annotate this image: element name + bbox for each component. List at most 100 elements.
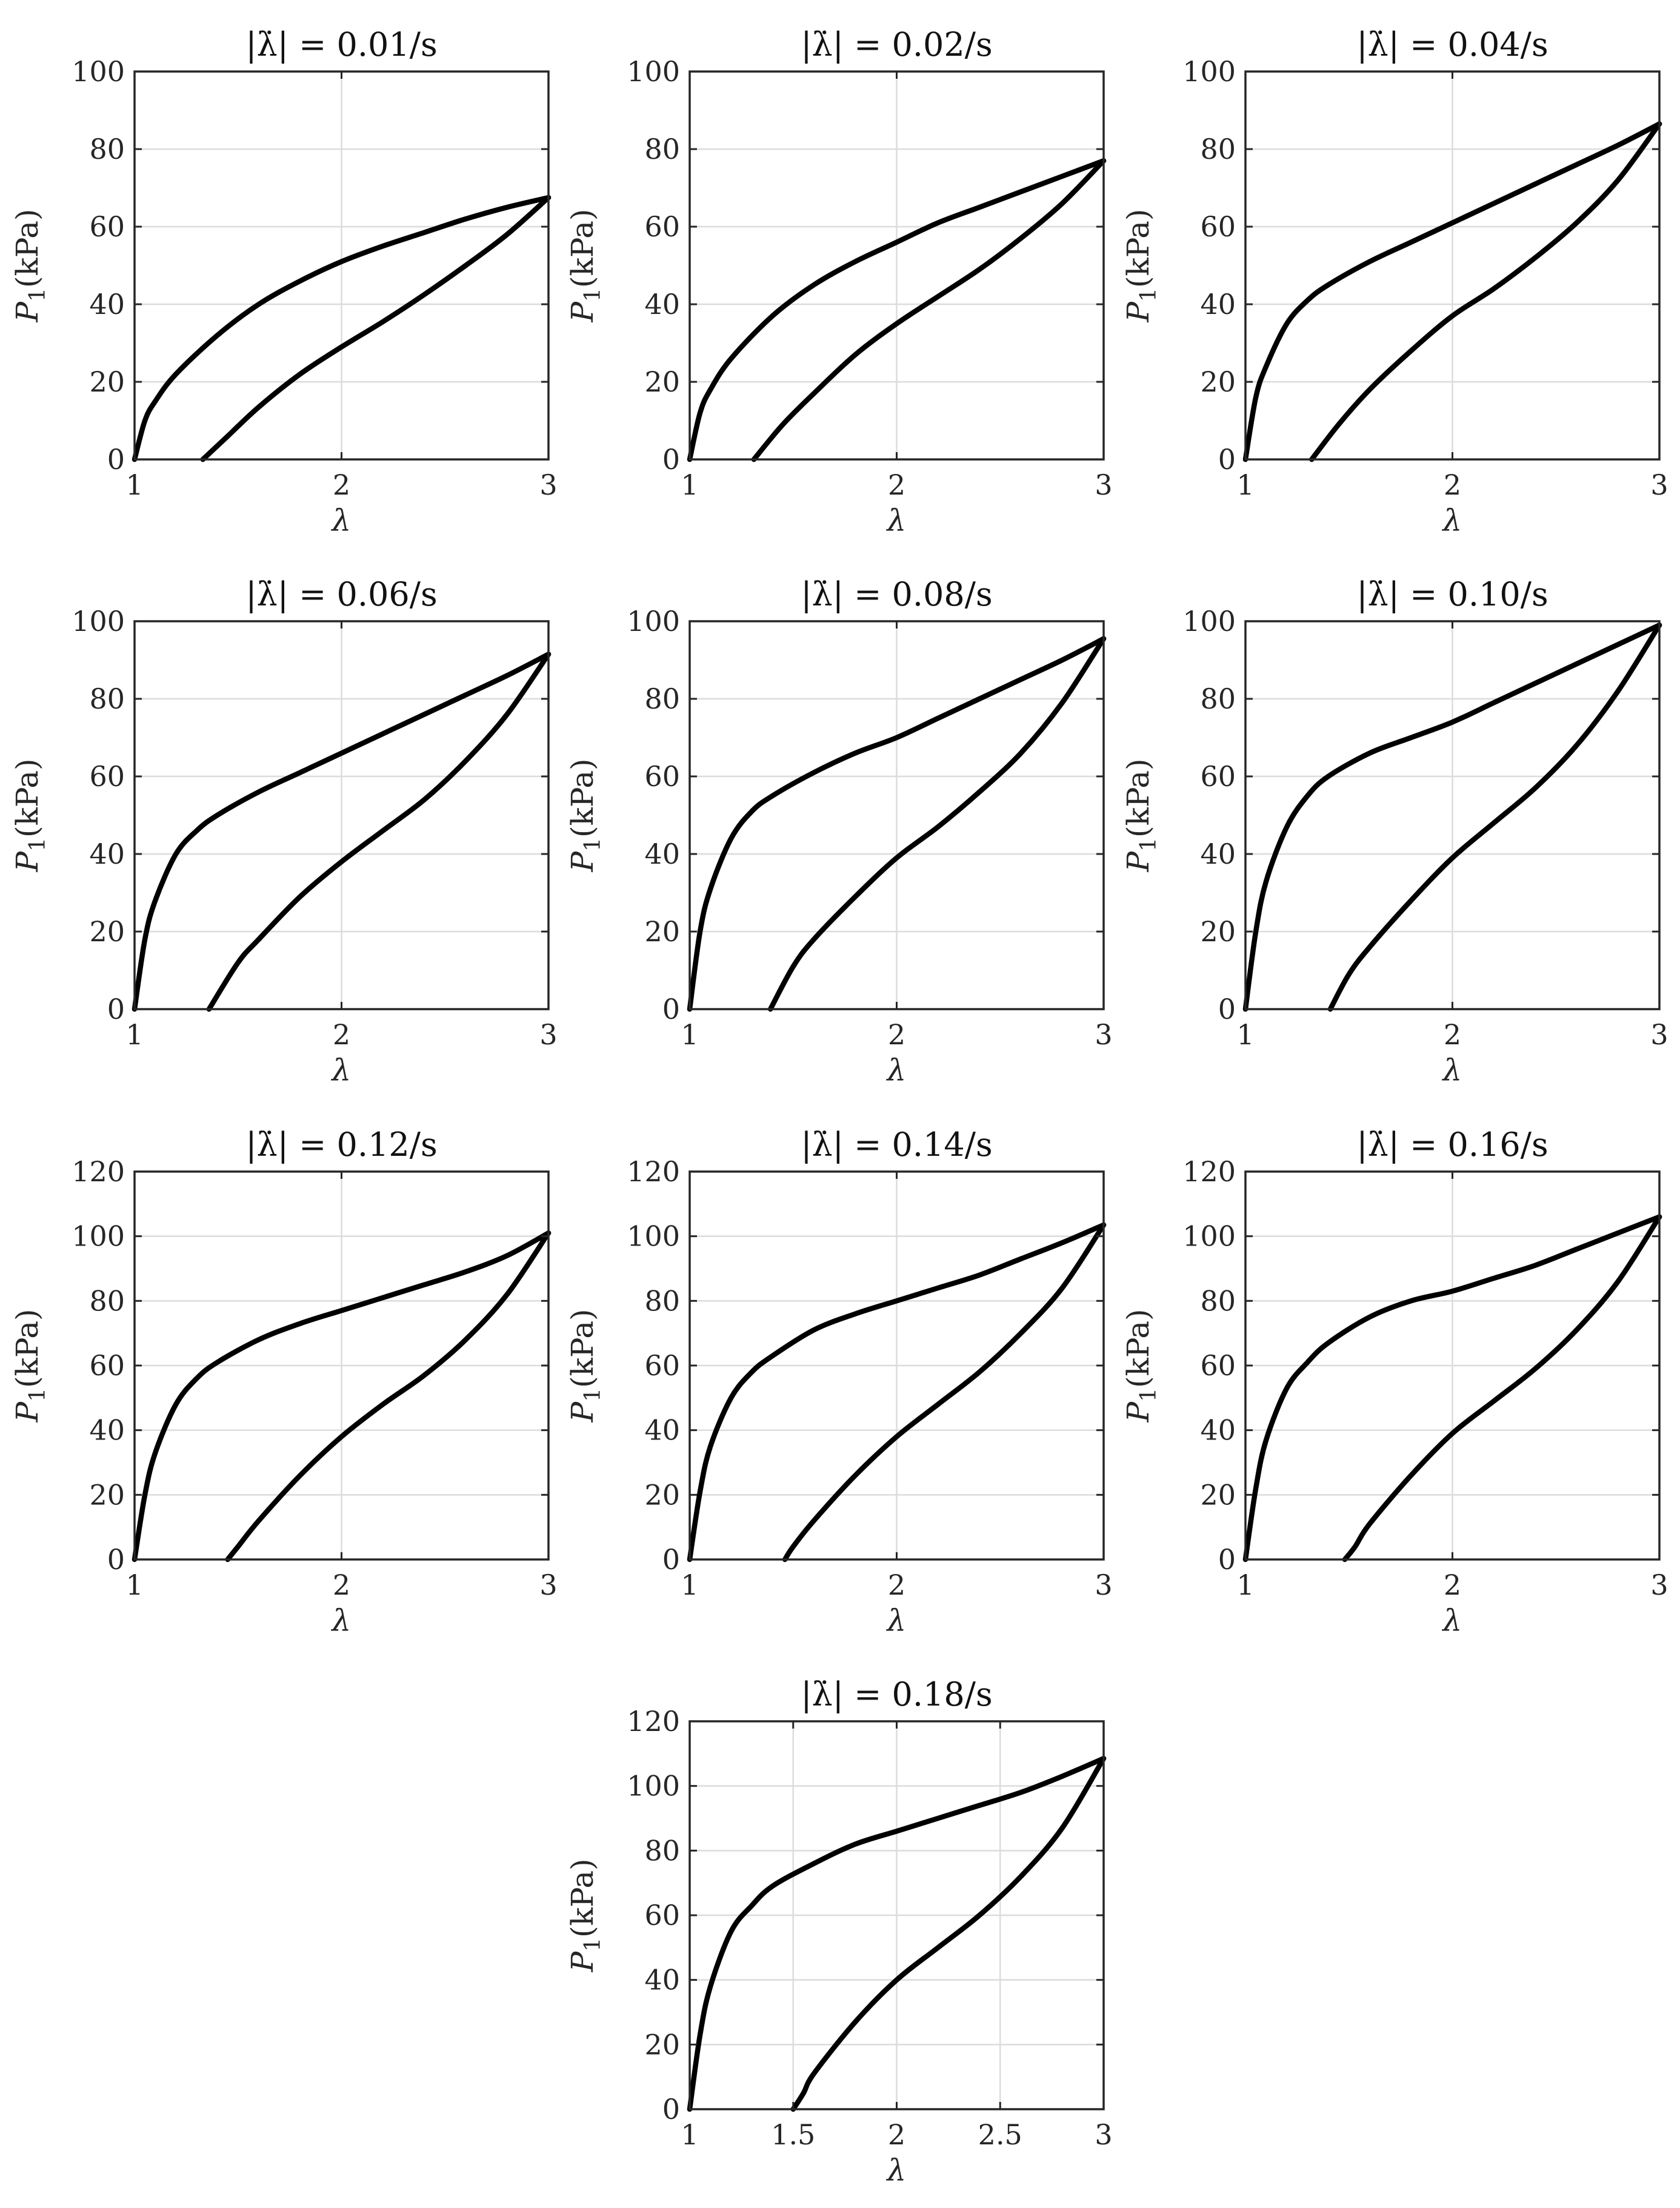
x-axis-label: λ xyxy=(1442,503,1462,538)
y-axis-label: P1(kPa) xyxy=(10,758,50,872)
y-tick-label: 100 xyxy=(627,55,680,88)
y-axis-label: P1(kPa) xyxy=(565,208,605,322)
y-tick-label: 80 xyxy=(644,1284,680,1317)
y-tick-label: 0 xyxy=(107,443,125,476)
x-tick-label: 2 xyxy=(888,1018,905,1051)
y-tick-label: 60 xyxy=(1200,760,1236,793)
y-axis-label: P1(kPa) xyxy=(10,208,50,322)
y-tick-label: 40 xyxy=(644,288,680,321)
y-tick-label: 100 xyxy=(1182,605,1236,638)
y-tick-label: 80 xyxy=(1200,682,1236,715)
y-axis-label: P1(kPa) xyxy=(565,758,605,872)
y-tick-label: 40 xyxy=(1200,838,1236,870)
chart-panel-4: 1 2 3 0 20 40 60 80 100 λ P1(kPa) |λ̇| = 0.06/s xyxy=(10,575,558,1088)
y-tick-label: 100 xyxy=(627,1220,680,1253)
chart-title: |λ̇| = 0.02/s xyxy=(801,25,992,64)
x-tick-label: 3 xyxy=(1095,1569,1112,1601)
x-tick-label: 2.5 xyxy=(978,2118,1022,2151)
chart-title: |λ̇| = 0.06/s xyxy=(245,575,437,613)
chart-panel-8: 1 2 3 0 20 40 60 80 100 120 λ P1(kPa) |λ̇| = 0.14/s xyxy=(565,1126,1113,1638)
y-axis-label: P1(kPa) xyxy=(565,1858,605,1972)
x-axis-label: λ xyxy=(886,503,907,538)
x-tick-label: 2 xyxy=(1444,469,1461,501)
x-tick-label: 1.5 xyxy=(771,2118,815,2151)
y-tick-label: 100 xyxy=(72,55,125,88)
y-tick-label: 80 xyxy=(644,1834,680,1867)
x-tick-label: 2 xyxy=(333,469,350,501)
y-tick-label: 80 xyxy=(1200,133,1236,165)
x-tick-label: 1 xyxy=(681,1018,698,1051)
x-tick-label: 3 xyxy=(1650,1569,1668,1601)
y-tick-label: 20 xyxy=(644,1478,680,1511)
y-axis-label: P1(kPa) xyxy=(1121,1309,1161,1423)
y-tick-label: 20 xyxy=(644,2028,680,2061)
x-tick-label: 3 xyxy=(539,1569,557,1601)
x-tick-label: 1 xyxy=(1236,1018,1254,1051)
x-tick-label: 1 xyxy=(1236,1569,1254,1601)
y-tick-label: 100 xyxy=(1182,55,1236,88)
x-axis-label: λ xyxy=(886,2153,907,2188)
x-tick-label: 2 xyxy=(333,1569,350,1601)
series-loading xyxy=(687,1756,1107,2112)
chart-panel-10: 1 1.5 2 2.5 3 0 20 40 60 80 100 120 λ P1(kPa) |λ̇| = 0… xyxy=(565,1675,1113,2188)
y-tick-label: 120 xyxy=(627,1155,680,1188)
x-tick-label: 2 xyxy=(333,1018,350,1051)
y-tick-label: 20 xyxy=(1200,915,1236,948)
chart-panel-7: 1 2 3 0 20 40 60 80 100 120 λ P1(kPa) |λ̇| = 0.12/s xyxy=(10,1126,558,1638)
y-tick-label: 40 xyxy=(644,838,680,870)
y-tick-label: 100 xyxy=(1182,1220,1236,1253)
x-tick-label: 2 xyxy=(888,469,905,501)
series-unloading xyxy=(206,652,552,1012)
y-tick-label: 0 xyxy=(662,443,680,476)
series-loading xyxy=(687,158,1107,462)
chart-panel-2: 1 2 3 0 20 40 60 80 100 λ P1(kPa) |λ̇| = 0.02/s xyxy=(565,25,1113,538)
y-tick-label: 40 xyxy=(644,1964,680,1996)
y-tick-label: 60 xyxy=(89,760,125,793)
y-tick-label: 80 xyxy=(89,1284,125,1317)
chart-title: |λ̇| = 0.12/s xyxy=(245,1126,437,1164)
y-tick-label: 40 xyxy=(1200,288,1236,321)
x-tick-label: 1 xyxy=(125,1018,143,1051)
y-tick-label: 100 xyxy=(72,605,125,638)
series-loading xyxy=(1242,622,1662,1012)
x-tick-label: 1 xyxy=(1236,469,1254,501)
x-tick-label: 3 xyxy=(1095,1018,1112,1051)
y-tick-label: 100 xyxy=(72,1220,125,1253)
chart-title: |λ̇| = 0.14/s xyxy=(801,1126,992,1164)
y-tick-label: 60 xyxy=(1200,210,1236,243)
chart-panel-6: 1 2 3 0 20 40 60 80 100 λ P1(kPa) |λ̇| = 0.10/s xyxy=(1121,575,1668,1088)
x-tick-label: 1 xyxy=(681,2118,698,2151)
y-tick-label: 0 xyxy=(107,1543,125,1576)
series-loading xyxy=(1242,121,1662,462)
x-tick-label: 2 xyxy=(888,2118,905,2151)
y-tick-label: 40 xyxy=(89,288,125,321)
series-unloading xyxy=(1342,1214,1662,1563)
y-tick-label: 80 xyxy=(89,133,125,165)
y-tick-label: 120 xyxy=(627,1705,680,1738)
x-tick-label: 3 xyxy=(539,1018,557,1051)
x-tick-label: 1 xyxy=(681,469,698,501)
series-loading xyxy=(687,636,1107,1012)
y-tick-label: 100 xyxy=(627,605,680,638)
y-tick-label: 40 xyxy=(89,838,125,870)
x-tick-label: 1 xyxy=(681,1569,698,1601)
series-unloading xyxy=(225,1230,552,1563)
y-tick-label: 20 xyxy=(89,915,125,948)
y-tick-label: 80 xyxy=(1200,1284,1236,1317)
y-tick-label: 20 xyxy=(1200,365,1236,398)
y-tick-label: 20 xyxy=(89,1478,125,1511)
x-tick-label: 3 xyxy=(1650,1018,1668,1051)
x-axis-label: λ xyxy=(1442,1053,1462,1088)
y-tick-label: 60 xyxy=(644,760,680,793)
y-tick-label: 20 xyxy=(644,365,680,398)
y-tick-label: 20 xyxy=(89,365,125,398)
x-axis-label: λ xyxy=(886,1603,907,1638)
x-tick-label: 3 xyxy=(1095,469,1112,501)
series-loading xyxy=(132,195,552,462)
y-tick-label: 0 xyxy=(662,993,680,1026)
series-unloading xyxy=(782,1222,1107,1563)
y-tick-label: 60 xyxy=(1200,1349,1236,1382)
chart-panel-1: 1 2 3 0 20 40 60 80 100 λ P1(kPa) |λ̇| = 0.01/s xyxy=(10,25,558,538)
x-axis-label: λ xyxy=(331,1603,352,1638)
